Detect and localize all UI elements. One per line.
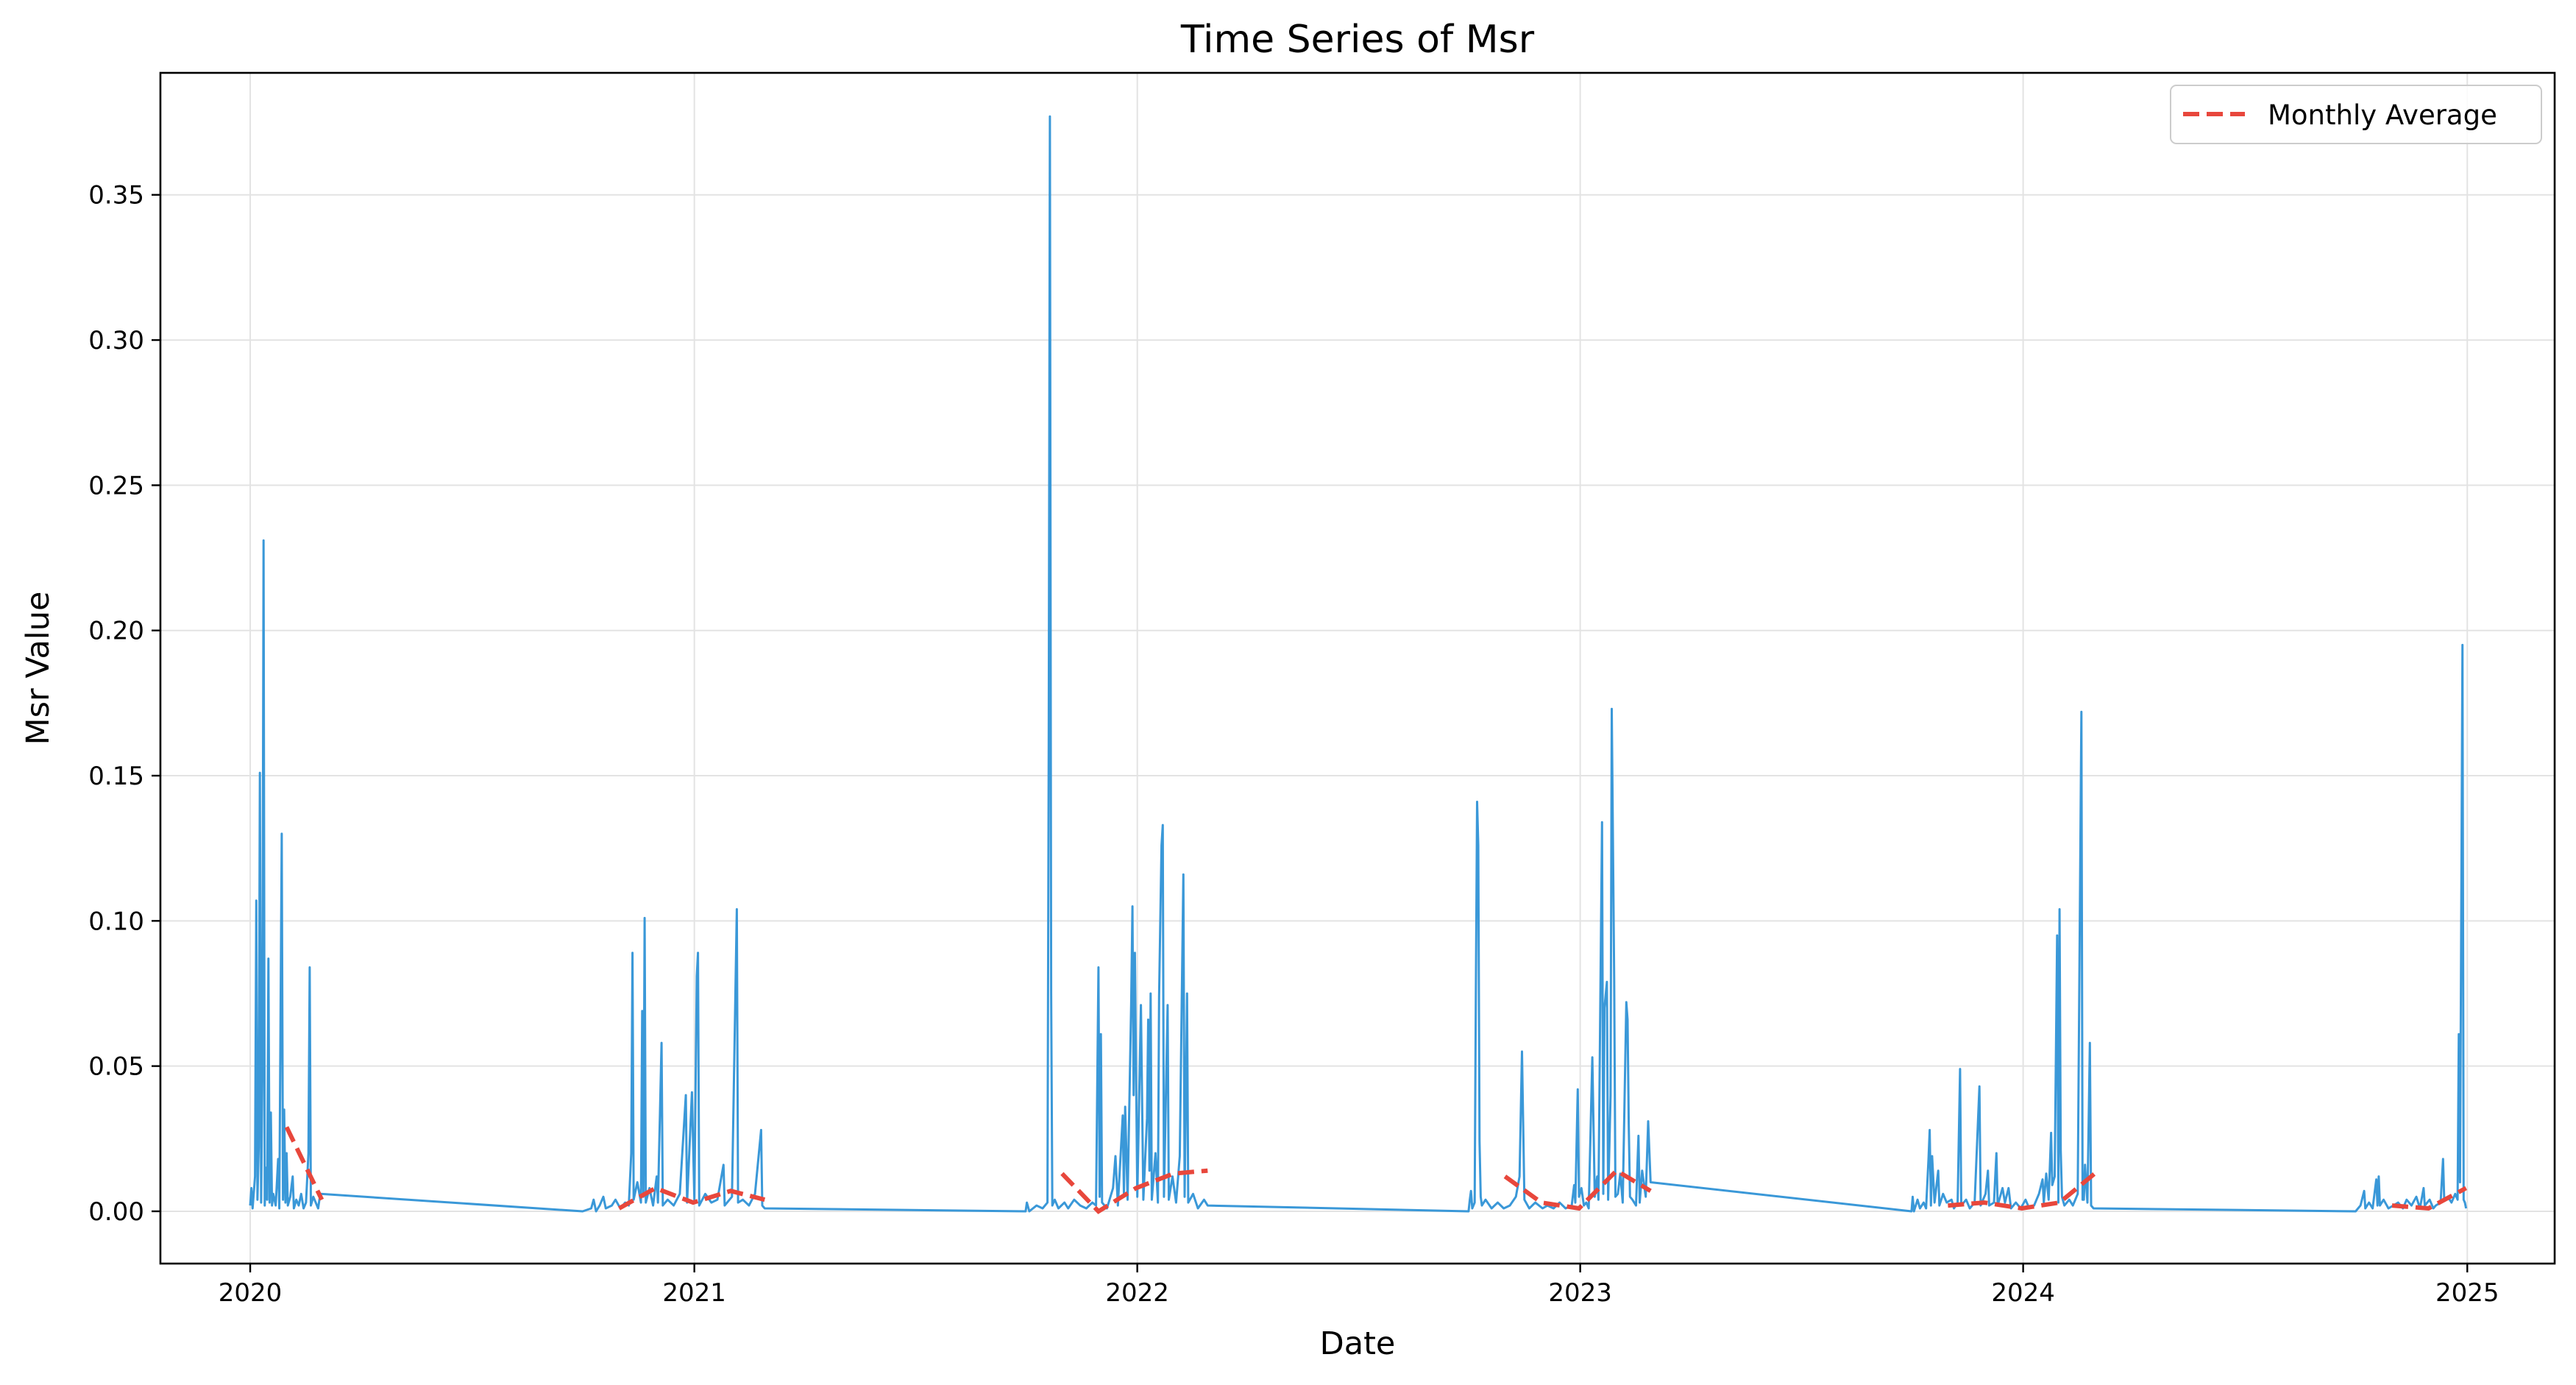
y-tick-label: 0.15 <box>88 762 144 791</box>
y-tick-label: 0.30 <box>88 326 144 355</box>
y-tick-label: 0.20 <box>88 617 144 646</box>
y-tick-label: 0.25 <box>88 471 144 500</box>
grid <box>160 73 2555 1264</box>
y-tick-label: 0.10 <box>88 907 144 936</box>
x-tick-label: 2021 <box>662 1278 726 1308</box>
x-tick-label: 2023 <box>1548 1278 1612 1308</box>
plot-data <box>249 115 2468 1214</box>
monthly-average-segment <box>617 1186 766 1211</box>
x-axis-title: Date <box>1320 1325 1396 1362</box>
x-tick-label: 2025 <box>2435 1278 2499 1308</box>
y-tick-label: 0.35 <box>88 181 144 210</box>
legend: Monthly Average <box>2170 85 2542 144</box>
x-tick-label: 2024 <box>1991 1278 2055 1308</box>
y-axis: 0.00 0.05 0.10 0.15 0.20 0.25 0.30 0.35 <box>88 181 160 1227</box>
monthly-average-lines <box>284 1126 2468 1214</box>
monthly-average-segment <box>2391 1186 2468 1211</box>
y-tick-label: 0.05 <box>88 1052 144 1082</box>
y-axis-title: Msr Value <box>20 592 57 745</box>
monthly-average-segment <box>284 1126 324 1201</box>
monthly-average-segment <box>1503 1167 1652 1211</box>
legend-label-monthly-average: Monthly Average <box>2268 99 2497 131</box>
monthly-average-segment <box>1060 1168 1208 1214</box>
chart-title: Time Series of Msr <box>1180 18 1535 62</box>
y-tick-label: 0.00 <box>88 1197 144 1227</box>
x-axis: 2020 2021 2022 2023 2024 2025 <box>219 1264 2499 1308</box>
plot-frame <box>159 71 2556 1265</box>
legend-box <box>2170 85 2542 144</box>
x-tick-label: 2022 <box>1105 1278 1169 1308</box>
monthly-average-segment <box>1948 1172 2096 1211</box>
x-tick-label: 2020 <box>219 1278 283 1308</box>
